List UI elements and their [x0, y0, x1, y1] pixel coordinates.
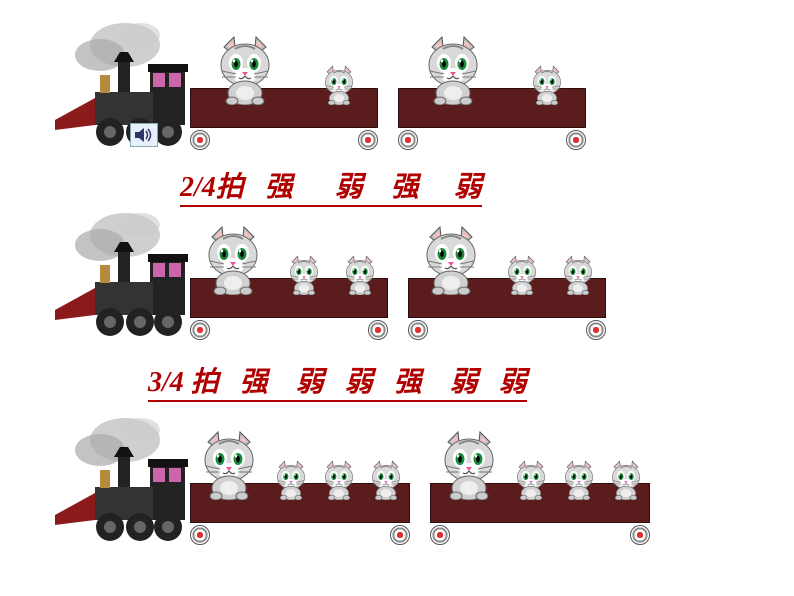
wagon-group	[190, 483, 650, 545]
wheel-icon	[586, 320, 606, 340]
wheel-icon	[190, 525, 210, 545]
train-row-3	[0, 405, 794, 545]
speaker-icon[interactable]	[130, 123, 158, 147]
wheel-icon	[390, 525, 410, 545]
wagon-wheels	[430, 525, 650, 545]
wheel-icon	[368, 320, 388, 340]
locomotive-svg	[0, 415, 190, 545]
wagon-group	[190, 88, 586, 150]
cat-small-icon	[271, 460, 311, 505]
caption-text: 3/4 拍 强 弱 弱 强 弱 弱	[148, 360, 527, 402]
locomotive-svg	[0, 210, 190, 340]
cat-small-icon	[366, 460, 406, 505]
wagon-group	[190, 278, 606, 340]
wagon-wheels	[398, 130, 586, 150]
wagon-wheels	[190, 130, 378, 150]
locomotive-svg	[0, 20, 190, 150]
wagon-wheels	[408, 320, 606, 340]
cat-big-icon	[210, 35, 280, 110]
cat-big-icon	[418, 35, 488, 110]
wheel-icon	[190, 130, 210, 150]
cat-small-icon	[502, 255, 542, 300]
wheel-icon	[430, 525, 450, 545]
wagon-cats	[398, 35, 586, 110]
wagon-cats	[190, 225, 388, 300]
wagon	[190, 88, 378, 150]
cat-big-icon	[194, 430, 264, 505]
wagon	[430, 483, 650, 545]
cat-small-icon	[558, 255, 598, 300]
wagon-cats	[408, 225, 606, 300]
locomotive	[0, 415, 190, 545]
caption-row-2: 3/4 拍 强 弱 弱 强 弱 弱	[148, 360, 794, 402]
wagon-wheels	[190, 320, 388, 340]
train-row-content	[0, 200, 794, 340]
wheel-icon	[358, 130, 378, 150]
cat-small-icon	[559, 460, 599, 505]
cat-small-icon	[319, 460, 359, 505]
cat-small-icon	[284, 255, 324, 300]
wagon-cats	[430, 430, 650, 505]
wagon	[190, 278, 388, 340]
cat-small-icon	[606, 460, 646, 505]
wagon	[398, 88, 586, 150]
cat-small-icon	[527, 65, 567, 110]
wagon	[408, 278, 606, 340]
locomotive	[0, 210, 190, 340]
cat-big-icon	[198, 225, 268, 300]
train-row-1	[0, 10, 794, 150]
train-row-content	[0, 405, 794, 545]
wheel-icon	[398, 130, 418, 150]
cat-big-icon	[416, 225, 486, 300]
wheel-icon	[408, 320, 428, 340]
cat-small-icon	[340, 255, 380, 300]
train-row-2	[0, 200, 794, 340]
wagon	[190, 483, 410, 545]
wheel-icon	[566, 130, 586, 150]
wheel-icon	[630, 525, 650, 545]
cat-small-icon	[511, 460, 551, 505]
cat-big-icon	[434, 430, 504, 505]
wagon-cats	[190, 430, 410, 505]
cat-small-icon	[319, 65, 359, 110]
train-row-content	[0, 10, 794, 150]
wagon-cats	[190, 35, 378, 110]
locomotive	[0, 20, 190, 150]
wagon-wheels	[190, 525, 410, 545]
wheel-icon	[190, 320, 210, 340]
